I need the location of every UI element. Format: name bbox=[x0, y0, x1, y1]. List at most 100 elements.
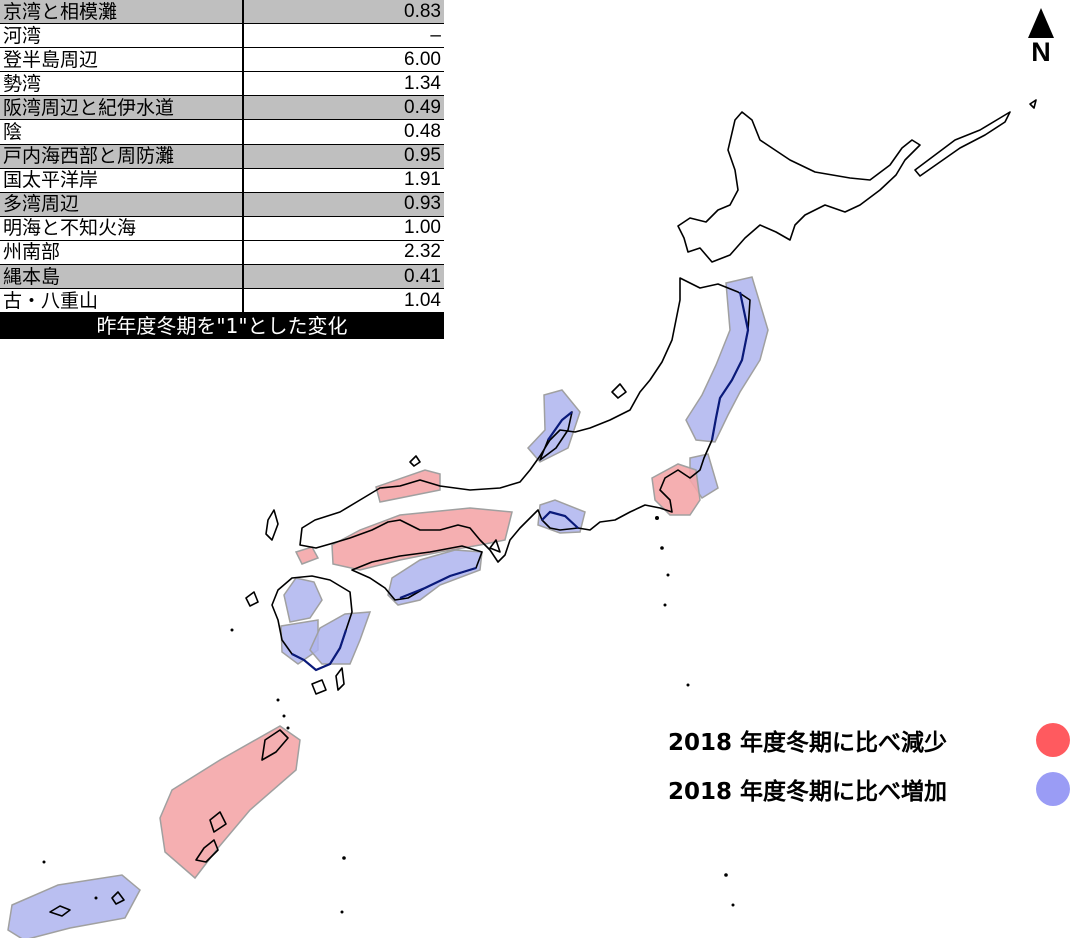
ise-coast-highlight bbox=[541, 510, 579, 529]
oki-outline bbox=[409, 455, 421, 467]
ratio-value-cell: 0.95 bbox=[243, 144, 444, 169]
island-dot bbox=[342, 856, 346, 860]
ratio-value-cell: 0.48 bbox=[243, 119, 444, 145]
island-dot bbox=[286, 726, 290, 730]
amami-outline bbox=[209, 811, 227, 833]
region-name-cell: 登半島周辺 bbox=[0, 47, 244, 73]
hokkaido-outline bbox=[677, 111, 921, 263]
okinawa-main-outline bbox=[195, 839, 219, 863]
region-name-cell: 陰 bbox=[0, 119, 244, 145]
island-dot bbox=[758, 793, 762, 797]
ratio-value-cell: 1.34 bbox=[243, 71, 444, 97]
legend-increase: 2018 年度冬期に比べ増加 bbox=[668, 771, 1070, 807]
ishigaki-outline bbox=[49, 905, 71, 917]
coastlines bbox=[49, 99, 1037, 917]
table-row: 阪湾周辺と紀伊水道 0.49 bbox=[0, 95, 444, 121]
ratio-value-cell: 0.49 bbox=[243, 95, 444, 121]
table-row: 多湾周辺 0.93 bbox=[0, 192, 444, 217]
island-dot bbox=[731, 903, 735, 907]
region-name-cell: 勢湾 bbox=[0, 71, 244, 97]
goto-outline bbox=[245, 591, 259, 607]
yakushima-outline bbox=[311, 679, 327, 695]
table-row: 国太平洋岸 1.91 bbox=[0, 168, 444, 193]
honshu-outline bbox=[299, 277, 751, 563]
ratio-value-cell: 6.00 bbox=[243, 47, 444, 73]
region-name-cell: 明海と不知火海 bbox=[0, 216, 244, 241]
island-dot bbox=[340, 910, 344, 914]
table-row: 京湾と相模灘 0.83 bbox=[0, 0, 444, 25]
sado-outline bbox=[611, 383, 627, 399]
table-row: 古・八重山 1.04 bbox=[0, 288, 444, 314]
island-dot bbox=[42, 860, 46, 864]
shikoku-coast-highlight bbox=[399, 566, 477, 600]
ratio-value-cell: 1.00 bbox=[243, 216, 444, 241]
island-dot bbox=[282, 714, 286, 718]
legend-decrease: 2018 年度冬期に比べ減少 bbox=[668, 722, 1070, 758]
region-name-cell: 国太平洋岸 bbox=[0, 168, 244, 193]
region-name-cell: 阪湾周辺と紀伊水道 bbox=[0, 95, 244, 121]
region-name-cell: 多湾周辺 bbox=[0, 192, 244, 217]
region-ariake-increase bbox=[280, 619, 319, 665]
kuril-tip bbox=[1029, 99, 1037, 109]
region-sanriku-increase bbox=[685, 276, 769, 443]
ratio-table: 京湾と相模灘 0.83 河湾 – 登半島周辺 6.00 勢湾 1.34 阪湾周辺と紀伊水道 0.4… bbox=[0, 0, 444, 340]
north-label: N bbox=[1031, 37, 1051, 67]
legend-decrease-swatch bbox=[1036, 723, 1070, 757]
region-name-cell: 河湾 bbox=[0, 23, 244, 49]
island-dot bbox=[724, 873, 728, 877]
coastline-highlights bbox=[291, 291, 750, 672]
table-caption-row: 昨年度冬期を"1"とした変化 bbox=[0, 312, 444, 340]
table-row: 明海と不知火海 1.00 bbox=[0, 216, 444, 241]
region-okinawa-decrease bbox=[159, 725, 301, 880]
noto-coast-highlight bbox=[547, 411, 573, 441]
table-row: 登半島周辺 6.00 bbox=[0, 47, 444, 73]
kuril-outline bbox=[914, 111, 1011, 177]
legend-increase-label: 2018 年度冬期に比べ増加 bbox=[668, 779, 948, 805]
island-dot bbox=[94, 896, 98, 900]
island-dot bbox=[666, 573, 670, 577]
region-noto-increase bbox=[526, 389, 581, 463]
region-name-cell: 州南部 bbox=[0, 240, 244, 266]
region-name-cell: 縄本島 bbox=[0, 264, 244, 290]
table-row: 州南部 2.32 bbox=[0, 240, 444, 266]
island-dot bbox=[660, 546, 664, 550]
ratio-value-cell: 1.04 bbox=[243, 288, 444, 314]
table-row: 縄本島 0.41 bbox=[0, 264, 444, 290]
miyako-outline bbox=[111, 891, 125, 905]
ratio-value-cell: 1.91 bbox=[243, 168, 444, 193]
island-dot bbox=[663, 603, 667, 607]
region-hakata-increase bbox=[283, 577, 323, 623]
island-dot bbox=[655, 516, 659, 520]
region-overlays bbox=[7, 276, 769, 938]
table-row: 河湾 – bbox=[0, 23, 444, 49]
okinawa-outline bbox=[261, 729, 289, 761]
table-caption: 昨年度冬期を"1"とした変化 bbox=[0, 312, 444, 340]
region-name-cell: 古・八重山 bbox=[0, 288, 244, 314]
tanegashima-outline bbox=[335, 667, 345, 691]
ratio-value-cell: 0.41 bbox=[243, 264, 444, 290]
legend-increase-swatch bbox=[1036, 772, 1070, 806]
ratio-value-cell: 0.93 bbox=[243, 192, 444, 217]
table-row: 陰 0.48 bbox=[0, 119, 444, 145]
kyushu-coast-highlight bbox=[291, 629, 348, 672]
ratio-value-cell: 0.83 bbox=[243, 0, 444, 25]
region-shimonoseki-decrease bbox=[294, 546, 320, 565]
ratio-value-cell: – bbox=[243, 23, 444, 49]
legend-decrease-label: 2018 年度冬期に比べ減少 bbox=[668, 730, 948, 756]
region-name-cell: 戸内海西部と周防灘 bbox=[0, 144, 244, 169]
island-dot bbox=[276, 698, 280, 702]
region-shikoku-pacific-increase bbox=[387, 549, 483, 606]
region-name-cell: 京湾と相模灘 bbox=[0, 0, 244, 25]
island-dots bbox=[42, 516, 762, 914]
ratio-value-cell: 2.32 bbox=[243, 240, 444, 266]
island-dot bbox=[230, 628, 234, 632]
region-south-kyushu-increase bbox=[309, 611, 372, 665]
table-row: 戸内海西部と周防灘 0.95 bbox=[0, 144, 444, 169]
north-arrow-icon bbox=[1028, 8, 1054, 38]
region-sanin-decrease bbox=[375, 469, 441, 503]
awaji-outline bbox=[489, 539, 501, 553]
table-row: 勢湾 1.34 bbox=[0, 71, 444, 97]
north-arrow: N bbox=[1018, 8, 1064, 66]
region-sakishima-increase bbox=[7, 874, 141, 938]
